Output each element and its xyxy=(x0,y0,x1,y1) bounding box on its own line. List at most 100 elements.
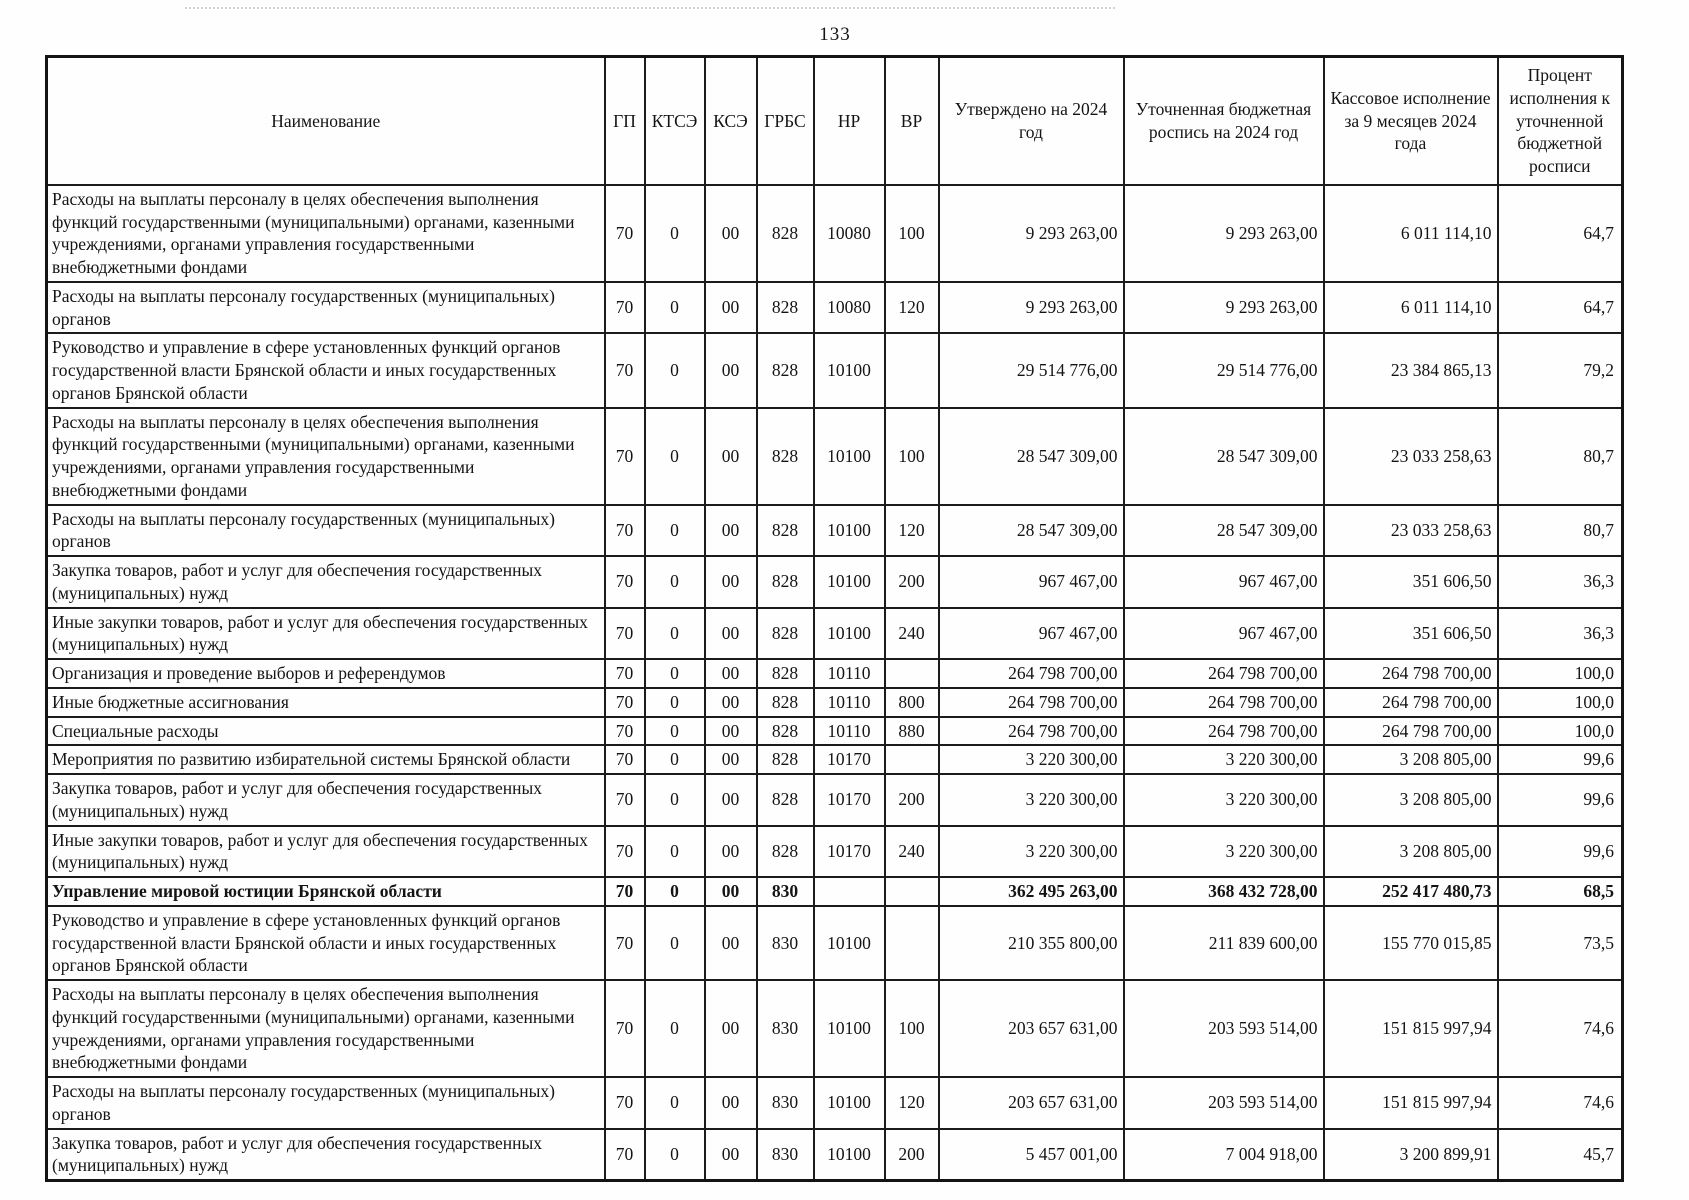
cell-ktse: 0 xyxy=(643,1076,706,1130)
table-row: Расходы на выплаты персоналу в целях обе… xyxy=(45,406,1624,506)
cell-vr: 120 xyxy=(883,1076,940,1130)
cell-approved: 3 220 300,00 xyxy=(937,773,1125,827)
cell-approved: 210 355 800,00 xyxy=(937,904,1125,982)
cell-percent: 36,3 xyxy=(1496,606,1624,660)
cell-grbs: 828 xyxy=(755,332,815,409)
cell-name: Расходы на выплаты персоналу государстве… xyxy=(45,503,606,557)
cell-name: Специальные расходы xyxy=(45,715,606,747)
cell-refined: 967 467,00 xyxy=(1122,606,1325,660)
cell-grbs: 830 xyxy=(755,876,815,907)
cell-name: Расходы на выплаты персоналу в целях обе… xyxy=(45,979,606,1078)
cell-vr: 200 xyxy=(883,773,940,827)
table-row: Иные бюджетные ассигнования 70 0 00 828 10110… xyxy=(45,686,1624,718)
cell-vr: 880 xyxy=(883,715,940,747)
cell-gp: 70 xyxy=(603,904,646,982)
cell-percent: 80,7 xyxy=(1496,503,1624,557)
col-header-percent: Процент исполнения к уточненной бюджетно… xyxy=(1496,55,1624,186)
cell-kse: 00 xyxy=(703,658,758,689)
cell-grbs: 828 xyxy=(755,658,815,689)
cell-cash: 3 208 805,00 xyxy=(1322,744,1499,775)
table-row: Руководство и управление в сфере установ… xyxy=(45,332,1624,409)
cell-refined: 7 004 918,00 xyxy=(1122,1127,1325,1182)
cell-cash: 264 798 700,00 xyxy=(1322,686,1499,718)
cell-nr: 10170 xyxy=(812,744,886,775)
cell-approved: 9 293 263,00 xyxy=(937,280,1125,335)
cell-nr: 10170 xyxy=(812,773,886,827)
cell-approved: 967 467,00 xyxy=(937,555,1125,609)
cell-approved: 5 457 001,00 xyxy=(937,1127,1125,1182)
cell-refined: 203 593 514,00 xyxy=(1122,979,1325,1078)
cell-percent: 100,0 xyxy=(1496,658,1624,689)
cell-kse: 00 xyxy=(703,824,758,878)
cell-gp: 70 xyxy=(603,606,646,660)
cell-grbs: 828 xyxy=(755,715,815,747)
table-row: Расходы на выплаты персоналу в целях обе… xyxy=(45,183,1624,283)
cell-gp: 70 xyxy=(603,1076,646,1130)
cell-nr: 10100 xyxy=(812,1076,886,1130)
cell-ktse: 0 xyxy=(643,606,706,660)
cell-kse: 00 xyxy=(703,1127,758,1182)
col-header-gp: ГП xyxy=(603,55,646,186)
cell-kse: 00 xyxy=(703,1076,758,1130)
scan-noise-line xyxy=(185,7,1115,9)
cell-percent: 64,7 xyxy=(1496,183,1624,283)
cell-approved: 203 657 631,00 xyxy=(937,979,1125,1078)
table-row: Закупка товаров, работ и услуг для обесп… xyxy=(45,773,1624,827)
cell-kse: 00 xyxy=(703,744,758,775)
cell-approved: 264 798 700,00 xyxy=(937,715,1125,747)
cell-vr xyxy=(883,904,940,982)
cell-grbs: 828 xyxy=(755,406,815,506)
table-row: Иные закупки товаров, работ и услуг для … xyxy=(45,606,1624,660)
cell-name: Закупка товаров, работ и услуг для обесп… xyxy=(45,773,606,827)
col-header-grbs: ГРБС xyxy=(755,55,815,186)
cell-vr: 100 xyxy=(883,979,940,1078)
cell-approved: 3 220 300,00 xyxy=(937,744,1125,775)
cell-gp: 70 xyxy=(603,280,646,335)
cell-name: Руководство и управление в сфере установ… xyxy=(45,904,606,982)
cell-kse: 00 xyxy=(703,904,758,982)
cell-cash: 3 208 805,00 xyxy=(1322,773,1499,827)
cell-kse: 00 xyxy=(703,503,758,557)
cell-vr xyxy=(883,744,940,775)
cell-name: Управление мировой юстиции Брянской обла… xyxy=(45,876,606,907)
cell-vr: 240 xyxy=(883,824,940,878)
table-row: Организация и проведение выборов и рефер… xyxy=(45,658,1624,689)
cell-name: Иные бюджетные ассигнования xyxy=(45,686,606,718)
col-header-kse: КСЭ xyxy=(703,55,758,186)
cell-approved: 203 657 631,00 xyxy=(937,1076,1125,1130)
cell-approved: 967 467,00 xyxy=(937,606,1125,660)
cell-vr xyxy=(883,332,940,409)
cell-nr: 10080 xyxy=(812,183,886,283)
cell-cash: 23 033 258,63 xyxy=(1322,406,1499,506)
cell-ktse: 0 xyxy=(643,876,706,907)
cell-name: Расходы на выплаты персоналу государстве… xyxy=(45,280,606,335)
cell-gp: 70 xyxy=(603,332,646,409)
cell-name: Закупка товаров, работ и услуг для обесп… xyxy=(45,555,606,609)
cell-nr: 10080 xyxy=(812,280,886,335)
cell-ktse: 0 xyxy=(643,658,706,689)
cell-vr: 120 xyxy=(883,280,940,335)
cell-ktse: 0 xyxy=(643,332,706,409)
cell-refined: 9 293 263,00 xyxy=(1122,280,1325,335)
table-body: Расходы на выплаты персоналу в целях обе… xyxy=(45,183,1624,1182)
table-row: Закупка товаров, работ и услуг для обесп… xyxy=(45,1127,1624,1182)
cell-approved: 264 798 700,00 xyxy=(937,658,1125,689)
cell-approved: 264 798 700,00 xyxy=(937,686,1125,718)
cell-kse: 00 xyxy=(703,876,758,907)
table-row: Закупка товаров, работ и услуг для обесп… xyxy=(45,555,1624,609)
cell-refined: 3 220 300,00 xyxy=(1122,824,1325,878)
cell-gp: 70 xyxy=(603,1127,646,1182)
cell-vr: 200 xyxy=(883,555,940,609)
cell-kse: 00 xyxy=(703,406,758,506)
cell-approved: 28 547 309,00 xyxy=(937,503,1125,557)
cell-grbs: 830 xyxy=(755,979,815,1078)
cell-kse: 00 xyxy=(703,280,758,335)
cell-percent: 99,6 xyxy=(1496,744,1624,775)
cell-percent: 45,7 xyxy=(1496,1127,1624,1182)
cell-grbs: 828 xyxy=(755,773,815,827)
cell-vr: 100 xyxy=(883,183,940,283)
cell-nr: 10170 xyxy=(812,824,886,878)
cell-approved: 9 293 263,00 xyxy=(937,183,1125,283)
cell-nr: 10100 xyxy=(812,606,886,660)
